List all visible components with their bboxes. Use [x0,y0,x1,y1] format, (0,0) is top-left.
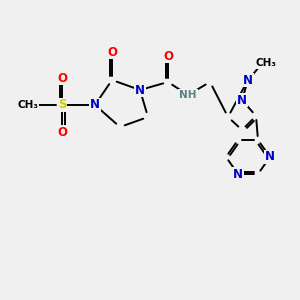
Text: N: N [135,83,145,97]
Text: N: N [243,74,253,86]
Text: CH₃: CH₃ [17,100,38,110]
Text: N: N [90,98,100,112]
Text: O: O [107,46,117,59]
Text: N: N [237,94,247,106]
Text: CH₃: CH₃ [256,58,277,68]
Text: S: S [58,98,66,112]
Text: O: O [57,125,67,139]
Text: O: O [57,71,67,85]
Text: NH: NH [179,90,197,100]
Text: N: N [265,151,275,164]
Text: N: N [233,167,243,181]
Text: O: O [163,50,173,62]
